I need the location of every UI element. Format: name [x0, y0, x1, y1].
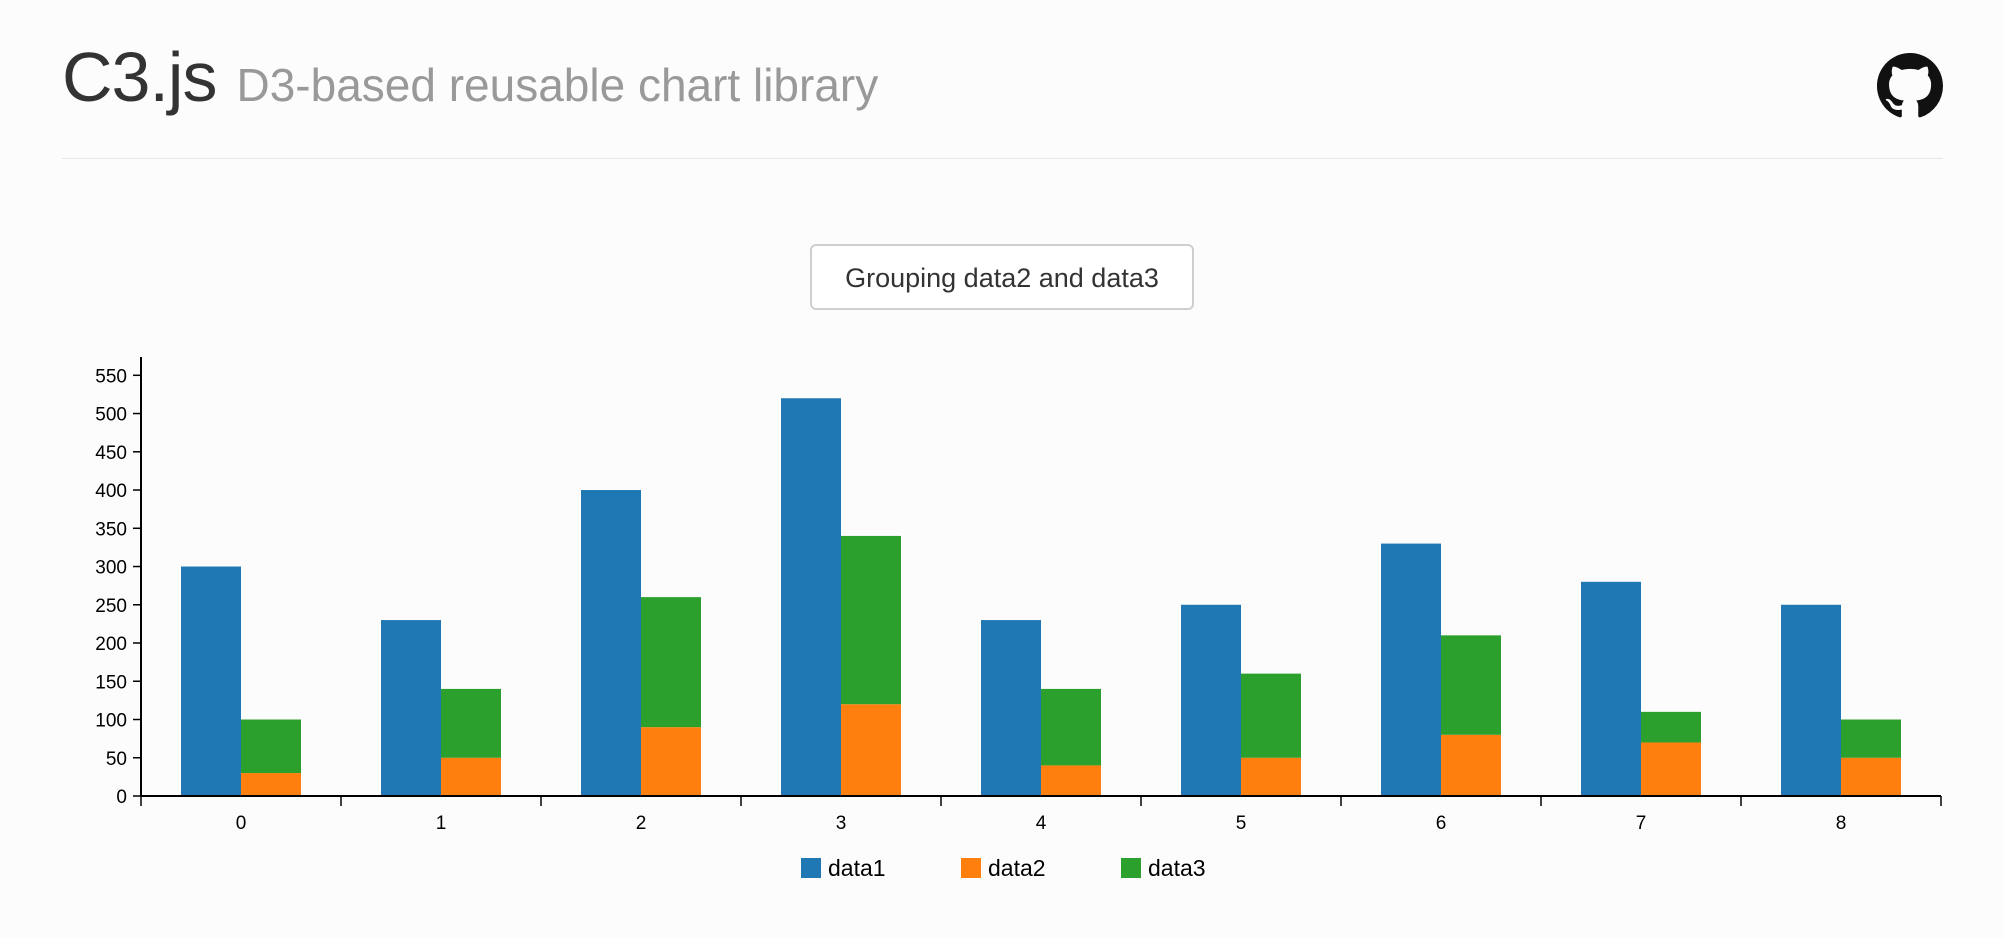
x-tick-label-0: 0: [236, 813, 247, 834]
legend-label-data3[interactable]: data3: [1148, 855, 1206, 881]
x-tick-label-1: 1: [436, 813, 447, 834]
bar-data2-7[interactable]: [1641, 742, 1701, 796]
x-tick-label-4: 4: [1036, 813, 1047, 834]
x-tick-label-3: 3: [836, 813, 847, 834]
bar-data2-6[interactable]: [1441, 734, 1501, 796]
github-icon[interactable]: [1877, 53, 1943, 119]
bar-data1-7[interactable]: [1581, 581, 1641, 796]
legend-label-data1[interactable]: data1: [828, 855, 886, 881]
bar-data2-1[interactable]: [441, 757, 501, 796]
grouping-button[interactable]: Grouping data2 and data3: [810, 244, 1194, 310]
y-tick-label-450: 450: [95, 443, 127, 464]
bar-data3-0[interactable]: [241, 719, 301, 774]
x-tick-label-6: 6: [1436, 813, 1447, 834]
bar-data1-1[interactable]: [381, 620, 441, 796]
bar-data1-8[interactable]: [1781, 604, 1841, 796]
bar-data2-5[interactable]: [1241, 757, 1301, 796]
bar-data1-5[interactable]: [1181, 604, 1241, 796]
bar-data2-4[interactable]: [1041, 765, 1101, 796]
legend-swatch-data2[interactable]: [961, 858, 981, 878]
y-tick-label-100: 100: [95, 711, 127, 732]
bar-data2-0[interactable]: [241, 773, 301, 796]
y-tick-label-150: 150: [95, 672, 127, 693]
bar-data3-2[interactable]: [641, 597, 701, 728]
bar-data2-3[interactable]: [841, 704, 901, 796]
page-title: C3.js: [62, 38, 217, 116]
bar-data2-2[interactable]: [641, 727, 701, 796]
bar-data3-7[interactable]: [1641, 711, 1701, 743]
y-tick-label-500: 500: [95, 405, 127, 426]
bar-data3-6[interactable]: [1441, 635, 1501, 735]
y-tick-label-400: 400: [95, 481, 127, 502]
legend-label-data2[interactable]: data2: [988, 855, 1046, 881]
bar-data3-4[interactable]: [1041, 688, 1101, 766]
y-tick-label-250: 250: [95, 596, 127, 617]
header-divider: [62, 158, 1943, 159]
y-tick-label-50: 50: [106, 749, 127, 770]
bar-data2-8[interactable]: [1841, 757, 1901, 796]
x-tick-label-7: 7: [1636, 813, 1647, 834]
y-tick-label-200: 200: [95, 634, 127, 655]
x-tick-label-8: 8: [1836, 813, 1847, 834]
y-tick-label-300: 300: [95, 558, 127, 579]
bar-data1-3[interactable]: [781, 398, 841, 796]
legend-swatch-data3[interactable]: [1121, 858, 1141, 878]
bar-data3-8[interactable]: [1841, 719, 1901, 758]
bar-data1-0[interactable]: [181, 566, 241, 796]
bar-data1-4[interactable]: [981, 620, 1041, 796]
y-tick-label-0: 0: [116, 787, 127, 808]
y-tick-label-550: 550: [95, 366, 127, 387]
page-subtitle: D3-based reusable chart library: [236, 59, 879, 111]
bar-data3-5[interactable]: [1241, 673, 1301, 758]
x-tick-label-2: 2: [636, 813, 647, 834]
header: C3.js D3-based reusable chart library: [62, 42, 878, 112]
x-tick-label-5: 5: [1236, 813, 1247, 834]
bar-data1-6[interactable]: [1381, 543, 1441, 796]
bar-data1-2[interactable]: [581, 490, 641, 796]
legend-swatch-data1[interactable]: [801, 858, 821, 878]
y-tick-label-350: 350: [95, 519, 127, 540]
bar-data3-1[interactable]: [441, 688, 501, 758]
chart-layer: 0 50 100 150 200 250 300 350 400 450 500 550 0 1 2 3 4 5 6…: [95, 357, 1942, 881]
bar-data3-3[interactable]: [841, 535, 901, 705]
